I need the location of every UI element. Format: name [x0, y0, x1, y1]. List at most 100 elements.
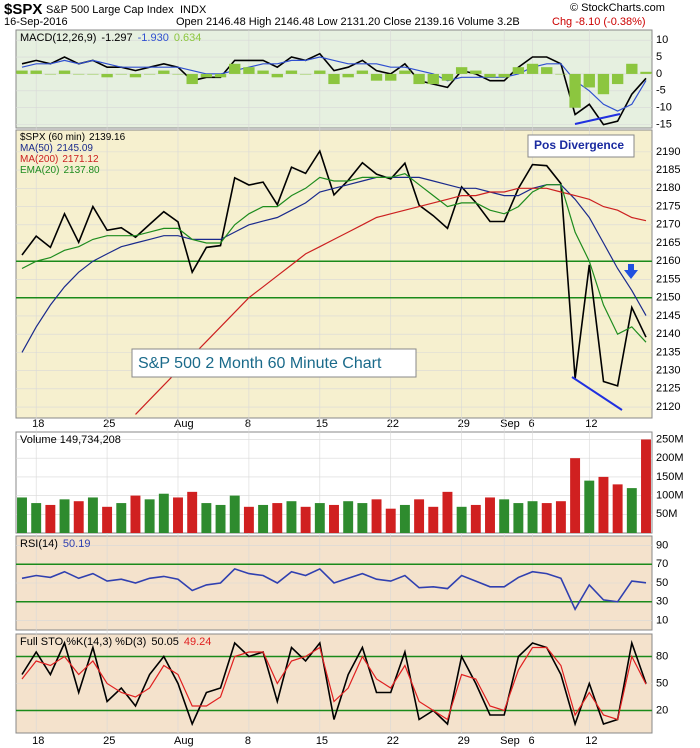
bar	[102, 506, 113, 533]
x-tick-label: 6	[529, 418, 535, 430]
bar	[44, 73, 57, 75]
legend-value: 2139.16	[89, 132, 126, 143]
y-tick-label: 2155	[656, 273, 680, 285]
bar	[370, 73, 383, 81]
x-tick-label: 18	[32, 735, 44, 747]
legend-entry: $SPX (60 min) 2139.16	[20, 132, 126, 143]
panel-name: RSI(14)	[20, 538, 58, 550]
y-tick-label: 30	[656, 596, 668, 608]
y-tick-label: 90	[656, 539, 668, 551]
annotation-box	[527, 134, 635, 158]
bar	[115, 73, 127, 75]
x-tick-label: 12	[585, 735, 597, 747]
bar	[59, 499, 70, 533]
bar	[470, 504, 481, 533]
bar	[399, 504, 410, 533]
price-divergence-line	[571, 376, 623, 411]
legend-value: 0.634	[174, 32, 202, 44]
y-tick-label: 2160	[656, 255, 680, 267]
bar	[87, 73, 99, 75]
bar	[186, 73, 198, 85]
y-tick-label: 2185	[656, 164, 680, 176]
x-tick-label: 12	[585, 418, 597, 430]
bar	[399, 70, 411, 74]
legend-name: $SPX (60 min)	[20, 132, 85, 143]
line	[21, 567, 647, 612]
x-tick-label: 8	[245, 735, 251, 747]
y-tick-label: 2180	[656, 182, 680, 194]
bar	[541, 503, 552, 533]
panel-label: RSI(14) 50.19	[20, 538, 90, 550]
bar	[144, 499, 155, 533]
y-tick-label: 80	[656, 650, 668, 662]
bar	[257, 70, 269, 74]
bar	[640, 71, 652, 74]
x-tick-label: 29	[458, 418, 470, 430]
line	[21, 176, 647, 353]
bar	[356, 70, 369, 74]
bar	[258, 504, 269, 533]
bar	[626, 63, 638, 74]
x-tick-label: 8	[245, 418, 251, 430]
bar	[512, 67, 525, 74]
legend-value: 49.24	[184, 636, 212, 648]
bar	[385, 508, 396, 533]
bar	[286, 501, 297, 533]
bar	[129, 73, 142, 78]
y-tick-label: 200M	[656, 452, 684, 464]
y-tick-label: 2140	[656, 328, 680, 340]
bar	[583, 73, 595, 88]
bar	[172, 73, 184, 75]
x-tick-label: 25	[103, 735, 115, 747]
panel-label: Volume 149,734,208	[20, 434, 121, 446]
legend-entry: MA(50) 2145.09	[20, 143, 93, 154]
bar	[201, 503, 212, 533]
legend-value: 50.05	[151, 636, 179, 648]
bar	[442, 491, 453, 533]
bar	[143, 73, 156, 75]
legend-name: EMA(20)	[20, 165, 59, 176]
bar	[285, 70, 298, 74]
bar	[16, 70, 28, 74]
y-tick-label: 50	[656, 577, 668, 589]
legend-value: 2137.80	[63, 165, 100, 176]
legend-value: 2171.12	[62, 154, 99, 165]
y-tick-label: 2125	[656, 383, 680, 395]
bar	[214, 73, 227, 78]
x-tick-label: 25	[103, 418, 115, 430]
legend-value: 2145.09	[57, 143, 94, 154]
bar	[73, 73, 85, 75]
bar	[611, 73, 624, 85]
y-tick-label: -5	[656, 85, 666, 97]
panel-label: MACD(12,26,9) -1.297 -1.930 0.634	[20, 32, 201, 44]
y-tick-label: 2135	[656, 346, 680, 358]
annotation-box	[131, 348, 417, 378]
bar	[584, 480, 595, 533]
legend-name: MA(200)	[20, 154, 58, 165]
x-tick-label: 29	[458, 735, 470, 747]
y-tick-label: 2145	[656, 310, 680, 322]
bar	[555, 501, 566, 533]
line	[21, 56, 647, 112]
line	[21, 173, 647, 343]
legend-entry: EMA(20) 2137.80	[20, 165, 100, 176]
y-tick-label: 2190	[656, 146, 680, 158]
credit: © StockCharts.com	[570, 2, 665, 14]
bar	[101, 73, 113, 78]
x-tick-label: 22	[387, 418, 399, 430]
legend-value: 50.19	[63, 538, 91, 550]
bar	[272, 503, 283, 533]
legend-entry: MA(200) 2171.12	[20, 154, 99, 165]
line	[21, 52, 647, 126]
bar	[116, 503, 127, 533]
bar	[513, 503, 524, 533]
bar	[87, 497, 98, 533]
bar	[441, 73, 454, 81]
bar	[215, 504, 226, 533]
y-tick-label: 70	[656, 558, 668, 570]
bar	[173, 497, 183, 533]
bar	[299, 73, 312, 75]
bar	[541, 67, 553, 74]
line	[135, 187, 647, 415]
x-tick-label: Aug	[174, 418, 194, 430]
